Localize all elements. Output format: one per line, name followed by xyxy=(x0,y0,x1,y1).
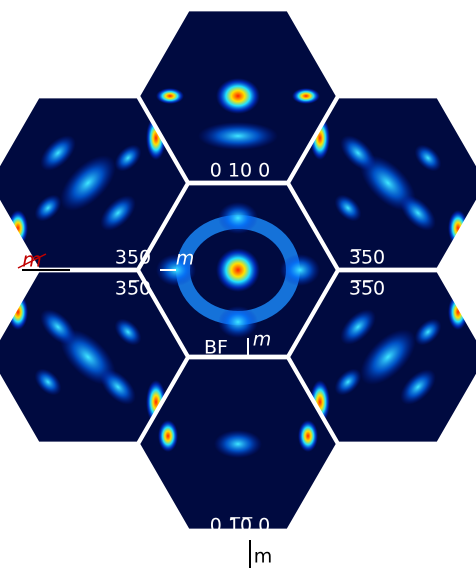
glow xyxy=(100,195,136,231)
glow xyxy=(34,194,62,222)
panel-label: 350 xyxy=(115,247,151,269)
glow xyxy=(60,155,116,211)
glow xyxy=(40,135,76,171)
glow xyxy=(340,309,376,345)
glow xyxy=(34,368,62,396)
strike xyxy=(17,253,47,269)
pattern-panels xyxy=(0,7,476,533)
pattern-panel xyxy=(288,96,476,270)
panel-label: BF xyxy=(204,337,228,359)
spot xyxy=(216,248,260,292)
spot xyxy=(448,294,468,330)
pattern-panel xyxy=(138,9,338,183)
glow xyxy=(400,195,436,231)
spot xyxy=(158,420,178,452)
panel-label: 3̅5̅0 xyxy=(349,278,385,300)
spot xyxy=(8,210,28,246)
pattern-panel xyxy=(138,357,338,531)
glow xyxy=(414,144,442,172)
mirror-label: m xyxy=(254,546,273,568)
spot xyxy=(8,294,28,330)
spot xyxy=(292,88,320,104)
glow xyxy=(114,318,142,346)
panel-label: 0 10 0 xyxy=(210,160,270,182)
panel-label: 3̅50 xyxy=(349,247,385,269)
glow xyxy=(60,329,116,385)
glow xyxy=(360,329,416,385)
spot xyxy=(216,78,260,114)
glow xyxy=(340,135,376,171)
mirror-label: m xyxy=(22,248,41,272)
mirror-label: m xyxy=(253,329,272,351)
glow xyxy=(360,155,416,211)
glow xyxy=(100,369,136,405)
glow xyxy=(414,318,442,346)
glow xyxy=(198,122,278,150)
mirror-label: m xyxy=(176,248,195,270)
glow xyxy=(218,202,258,234)
pattern-panel xyxy=(0,96,188,270)
glow xyxy=(40,309,76,345)
glow xyxy=(334,194,362,222)
spot xyxy=(156,88,184,104)
pattern-panel xyxy=(0,270,188,444)
pattern-panel xyxy=(288,270,476,444)
pattern-panel xyxy=(138,183,338,357)
panel-border xyxy=(0,268,191,446)
panel-label: 35̅0 xyxy=(115,278,151,300)
panel-label: 0 1̅0̅ 0 xyxy=(210,515,270,537)
labels: 0 10 0 350 35̅0 3̅50 3̅5̅0 BF 0 1̅0̅ 0 m… xyxy=(17,160,385,568)
spot xyxy=(298,420,318,452)
glow xyxy=(280,254,320,286)
panel-border xyxy=(285,268,476,446)
spot xyxy=(448,210,468,246)
glow xyxy=(334,368,362,396)
glow xyxy=(218,306,258,338)
glow xyxy=(214,430,262,458)
glow xyxy=(114,144,142,172)
glow xyxy=(400,369,436,405)
